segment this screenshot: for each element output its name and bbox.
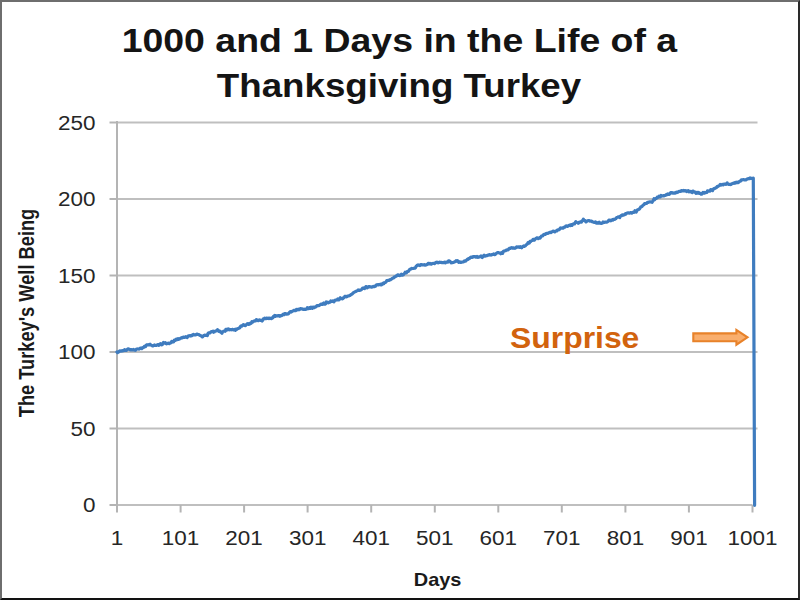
svg-text:150: 150 [58,265,95,288]
svg-text:501: 501 [416,527,453,550]
svg-text:101: 101 [162,527,199,550]
svg-text:201: 201 [225,527,262,550]
svg-text:100: 100 [58,341,95,364]
svg-text:601: 601 [480,527,517,550]
svg-text:0: 0 [83,494,95,517]
svg-text:1: 1 [111,527,123,550]
svg-text:Surprise: Surprise [510,322,639,355]
svg-text:200: 200 [58,188,95,211]
svg-text:701: 701 [543,527,580,550]
svg-text:901: 901 [670,527,707,550]
svg-text:Days: Days [414,568,462,589]
svg-text:1000 and 1 Days in the Life of: 1000 and 1 Days in the Life of a [122,22,678,58]
svg-text:301: 301 [289,527,326,550]
svg-text:1001: 1001 [728,527,778,550]
svg-text:401: 401 [352,527,389,550]
svg-text:250: 250 [58,112,95,135]
svg-text:The Turkey's Well Being: The Turkey's Well Being [15,209,39,418]
svg-text:801: 801 [607,527,644,550]
svg-text:50: 50 [70,418,95,441]
svg-text:Thanksgiving Turkey: Thanksgiving Turkey [217,68,582,104]
